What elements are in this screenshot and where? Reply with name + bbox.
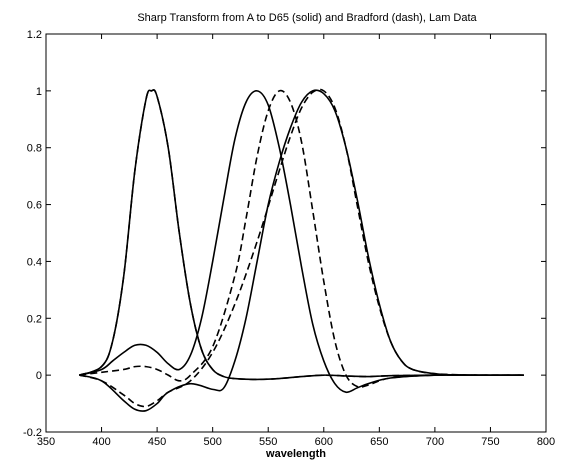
- x-tick-label: 750: [481, 436, 499, 448]
- series-group: [79, 89, 523, 411]
- x-tick-label: 450: [148, 436, 166, 448]
- axis-tick-labels: 350 400 450 500 550 600 650 700 750 800-0.200.20.…: [23, 29, 555, 448]
- x-tick-label: 650: [370, 436, 388, 448]
- x-tick-label: 400: [92, 436, 110, 448]
- y-tick-label: 0: [36, 370, 42, 382]
- x-axis-label: wavelength: [265, 448, 326, 460]
- y-tick-label: 1: [36, 86, 42, 98]
- y-tick-label: 1.2: [27, 29, 42, 41]
- x-tick-label: 550: [259, 436, 277, 448]
- x-tick-label: 500: [203, 436, 221, 448]
- y-tick-label: 0.2: [27, 313, 42, 325]
- y-tick-label: 0.8: [27, 143, 42, 155]
- x-tick-label: 600: [315, 436, 333, 448]
- x-tick-label: 800: [537, 436, 555, 448]
- y-tick-label: 0.6: [27, 200, 42, 212]
- y-tick-label: 0.4: [27, 256, 42, 268]
- dashed-series-5: [79, 89, 523, 406]
- dashed-series-4: [79, 91, 523, 388]
- dashed-series-3: [79, 90, 523, 379]
- x-tick-label: 700: [426, 436, 444, 448]
- chart-title: Sharp Transform from A to D65 (solid) an…: [137, 12, 477, 24]
- y-tick-label: -0.2: [23, 427, 42, 439]
- solid-series-1: [79, 91, 523, 392]
- solid-series-0: [79, 90, 523, 379]
